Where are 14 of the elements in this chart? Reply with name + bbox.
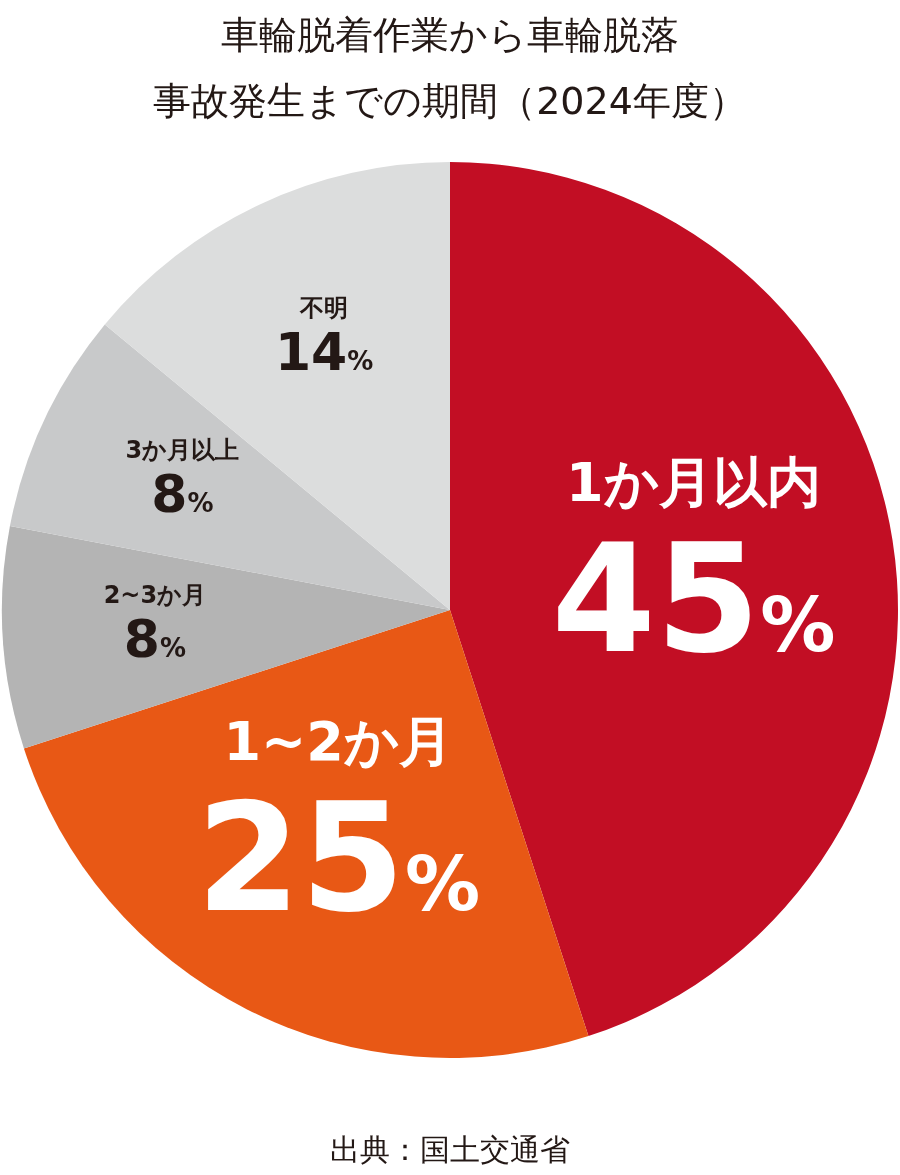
slice-label: 1か月以内 bbox=[566, 451, 821, 515]
source-note: 出典：国土交通省 bbox=[330, 1132, 570, 1167]
slice-label: 1~2か月 bbox=[223, 709, 453, 773]
data-label: 8% bbox=[151, 464, 214, 525]
data-label: 8% bbox=[123, 608, 187, 669]
data-label: 45% bbox=[551, 512, 836, 687]
chart-title: 車輪脱着作業から車輪脱落事故発生までの期間（2024年度） bbox=[153, 13, 747, 123]
pie-slice bbox=[104, 162, 450, 610]
slice-label: 不明 bbox=[299, 294, 349, 323]
slice-label: 2~3か月 bbox=[103, 580, 207, 609]
slice-label: 3か月以上 bbox=[125, 436, 240, 465]
data-label: 25% bbox=[196, 770, 481, 945]
data-label: 14% bbox=[274, 322, 374, 383]
pie-slice bbox=[9, 324, 450, 610]
